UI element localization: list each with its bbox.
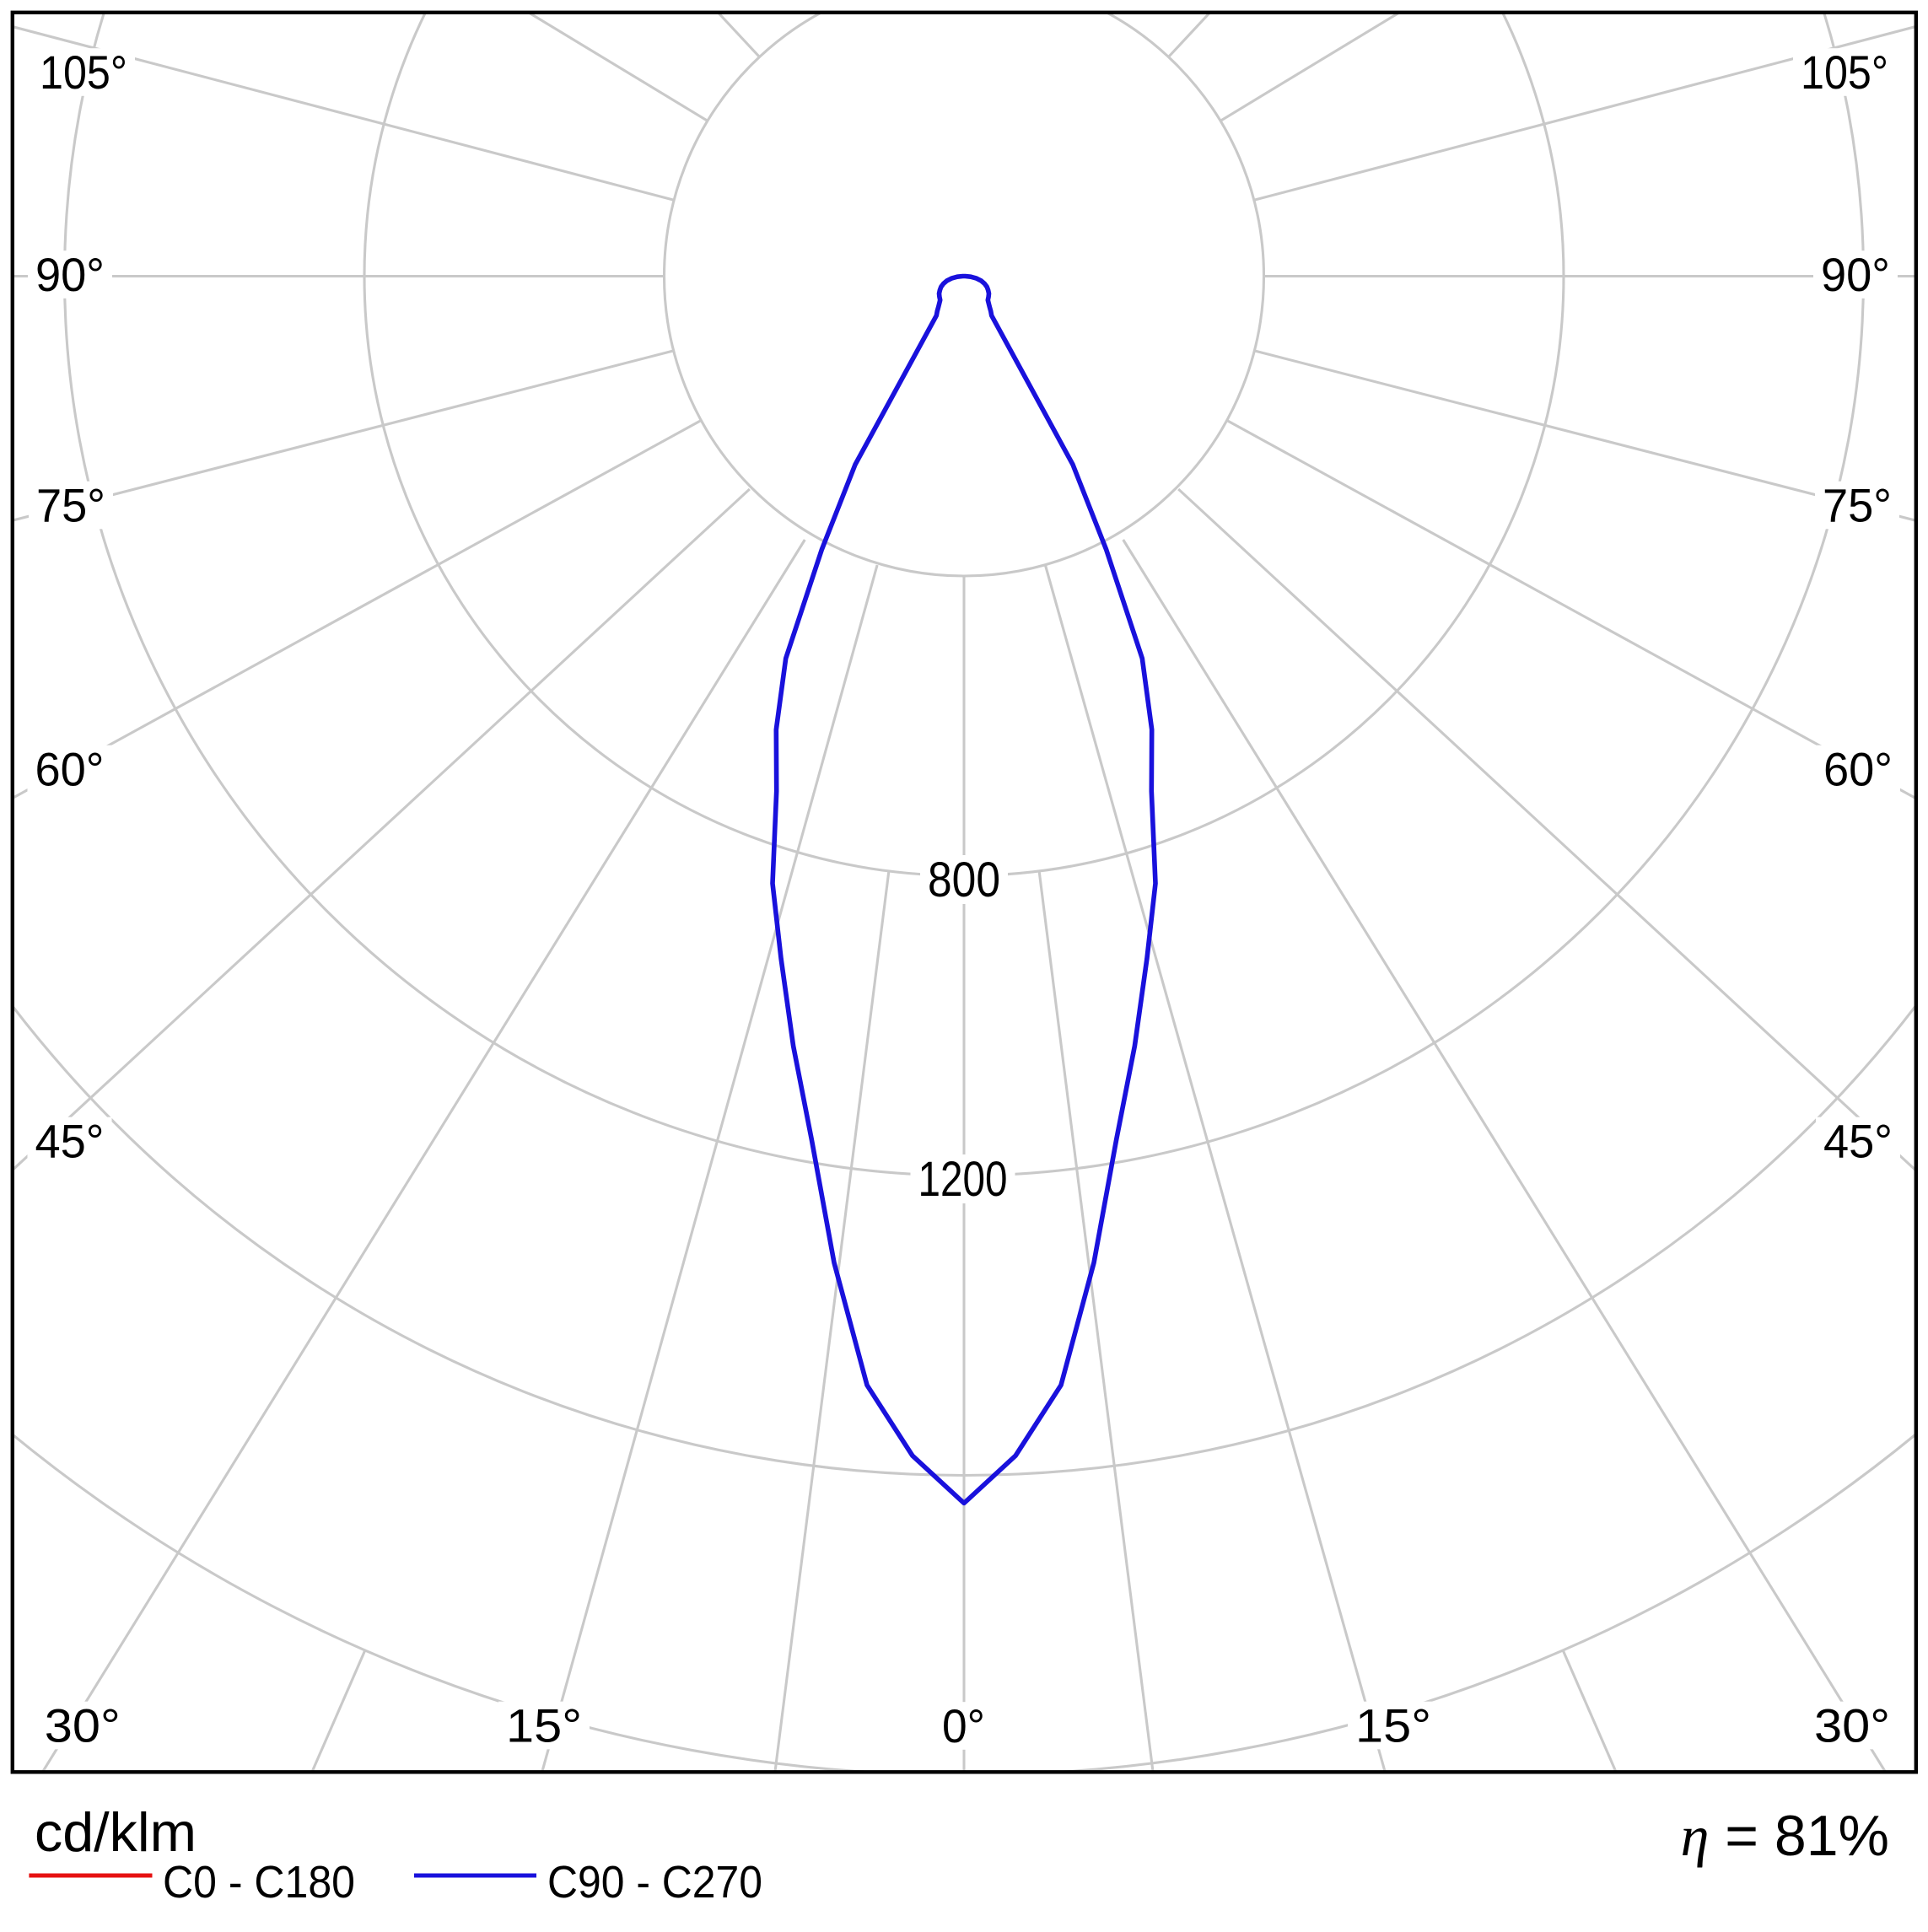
svg-text:105°: 105°: [40, 46, 127, 99]
svg-text:90°: 90°: [35, 248, 105, 301]
svg-text:C90 - C270: C90 - C270: [547, 1857, 762, 1908]
svg-text:15°: 15°: [506, 1698, 582, 1752]
svg-text:30°: 30°: [1814, 1698, 1890, 1752]
svg-text:75°: 75°: [36, 478, 105, 531]
svg-text:cd/klm: cd/klm: [35, 1801, 197, 1863]
svg-text:75°: 75°: [1823, 478, 1892, 531]
svg-text:15°: 15°: [1355, 1698, 1431, 1752]
svg-text:90°: 90°: [1821, 248, 1890, 301]
svg-text:30°: 30°: [45, 1698, 121, 1752]
svg-text:105°: 105°: [1801, 46, 1888, 99]
svg-text:C0 - C180: C0 - C180: [163, 1857, 355, 1908]
svg-text:1200: 1200: [918, 1152, 1008, 1207]
svg-text:η = 81%: η = 81%: [1681, 1804, 1889, 1868]
svg-text:800: 800: [928, 853, 1000, 907]
svg-text:0°: 0°: [942, 1699, 985, 1752]
svg-text:45°: 45°: [1823, 1114, 1893, 1167]
svg-text:60°: 60°: [1823, 742, 1893, 795]
svg-text:60°: 60°: [35, 742, 105, 795]
svg-text:45°: 45°: [35, 1114, 105, 1167]
